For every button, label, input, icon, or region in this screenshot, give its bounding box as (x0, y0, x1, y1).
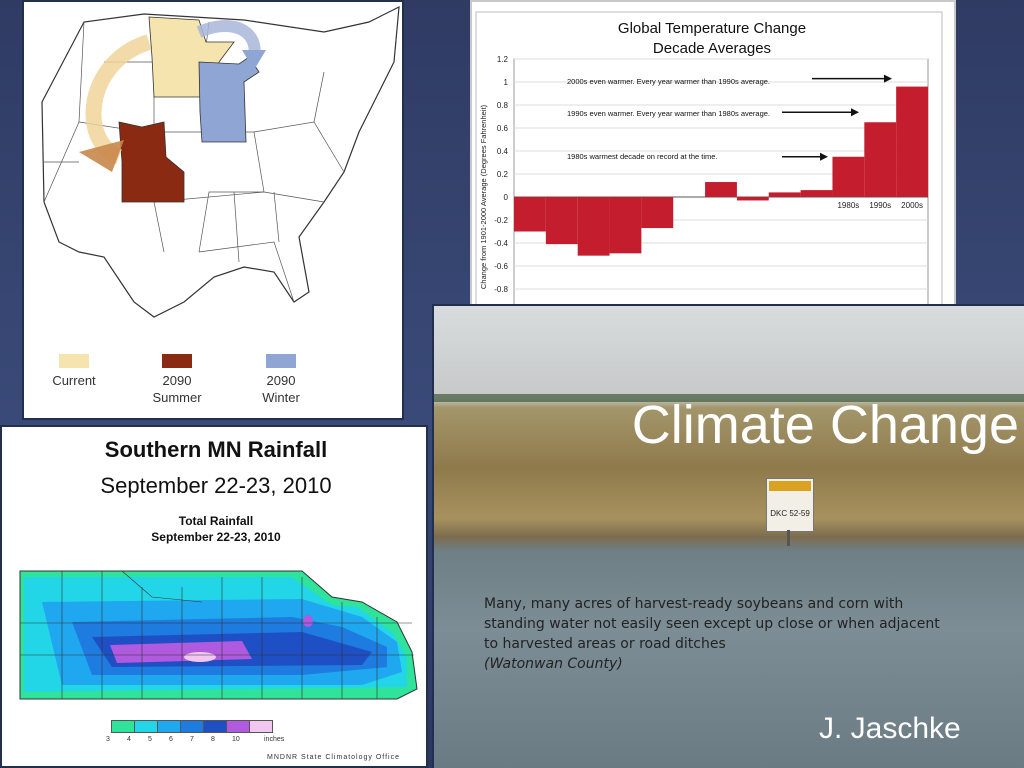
bar-1990 (864, 122, 897, 197)
flooded-field-photo: DKC 52-59 Climate Change Many, many acre… (432, 304, 1024, 768)
caption-location: (Watonwan County) (484, 656, 623, 672)
y-tick-label: 0.8 (497, 101, 509, 110)
decade-label-1990s: 1990s (869, 201, 891, 210)
photo-caption: Many, many acres of harvest-ready soybea… (484, 594, 954, 674)
y-tick-label: -0.8 (494, 285, 508, 294)
y-tick-label: -0.2 (494, 216, 508, 225)
rain-map-title1: Total Rainfall (178, 514, 254, 528)
caption-text: Many, many acres of harvest-ready soybea… (484, 596, 940, 652)
rain-credit: MNDNR State Climatology Office (267, 754, 400, 761)
rainfall-scale-labels: 3 4 5 6 7 8 10 inches (106, 736, 285, 743)
chart-title-line2: Decade Averages (653, 40, 771, 57)
annotation-arrowhead (820, 152, 828, 161)
chart-title-line1: Global Temperature Change (618, 20, 806, 37)
scale-label: 6 (169, 736, 173, 743)
y-tick-label: -0.4 (494, 239, 508, 248)
y-axis-label: Change from 1901-2000 Average (Degrees F… (479, 104, 488, 289)
rain-map-title2: September 22-23, 2010 (151, 530, 281, 544)
rain-title: Southern MN Rainfall (104, 437, 328, 462)
scale-swatch (111, 720, 135, 733)
bar-1950 (736, 197, 769, 201)
y-tick-label: 1 (504, 78, 509, 87)
scale-label: 10 (232, 736, 240, 743)
minnesota-2090-winter (198, 56, 260, 143)
legend-label-summer: 2090 Summer (152, 373, 202, 405)
annotation-arrowhead (851, 108, 859, 117)
temperature-chart: Global Temperature Change Decade Average… (475, 11, 943, 363)
rainfall-map (19, 570, 418, 700)
scale-swatch (249, 720, 273, 733)
rain-subtitle: September 22-23, 2010 (100, 473, 332, 498)
scale-swatch (157, 720, 181, 733)
y-tick-label: 0.6 (497, 124, 509, 133)
bar-1960 (768, 192, 801, 197)
decade-label-1980s: 1980s (837, 201, 859, 210)
scale-label: 7 (190, 736, 194, 743)
bar-2000 (896, 86, 928, 197)
field-sign: DKC 52-59 (766, 478, 814, 532)
decade-label-2000s: 2000s (901, 201, 923, 210)
slide-title: Climate Change (631, 395, 1019, 455)
rainfall-scale (111, 720, 273, 733)
y-tick-label: 0.2 (497, 170, 509, 179)
annotation-3: 1980s warmest decade on record at the ti… (567, 152, 718, 161)
y-tick-label: 0 (504, 193, 509, 202)
bar-1940 (705, 182, 737, 197)
scale-label: 3 (106, 736, 110, 743)
scale-label: 8 (211, 736, 215, 743)
annotation-2: 1990s even warmer. Every year warmer tha… (567, 109, 770, 118)
scale-label: 5 (148, 736, 152, 743)
author-credit: J. Jaschke (819, 712, 961, 745)
minnesota-2090-summer (118, 121, 185, 203)
legend-swatch-current (59, 354, 89, 368)
bar-1980 (832, 156, 865, 197)
us-map (41, 5, 400, 318)
annotation-arrowhead (884, 74, 892, 83)
scale-swatch (226, 720, 250, 733)
bar-1900 (577, 197, 610, 256)
scale-swatch (134, 720, 158, 733)
y-tick-label: 1.2 (497, 55, 509, 64)
us-map-panel: Current 2090 Summer 2090 Winter (22, 0, 404, 420)
rainfall-panel: Southern MN Rainfall September 22-23, 20… (0, 425, 428, 768)
scale-label: 4 (127, 736, 131, 743)
arrow-to-winter (196, 20, 261, 59)
y-tick-label: 0.4 (497, 147, 509, 156)
us-outline (41, 5, 400, 318)
y-tick-label: -0.6 (494, 262, 508, 271)
scale-swatch (203, 720, 227, 733)
scale-label: inches (264, 736, 285, 743)
annotation-1: 2000s even warmer. Every year warmer tha… (567, 77, 770, 86)
bar-1890 (545, 197, 578, 245)
bar-1910 (609, 197, 642, 254)
scale-swatch (180, 720, 204, 733)
legend-swatch-winter (266, 354, 296, 368)
bar-1920 (641, 197, 674, 229)
legend-label-winter: 2090 Winter (262, 373, 300, 405)
legend-swatch-summer (162, 354, 192, 368)
bar-1880 (514, 197, 546, 232)
bar-1970 (800, 190, 833, 197)
legend-label-current: Current (52, 373, 96, 388)
tree-line (434, 394, 1024, 402)
